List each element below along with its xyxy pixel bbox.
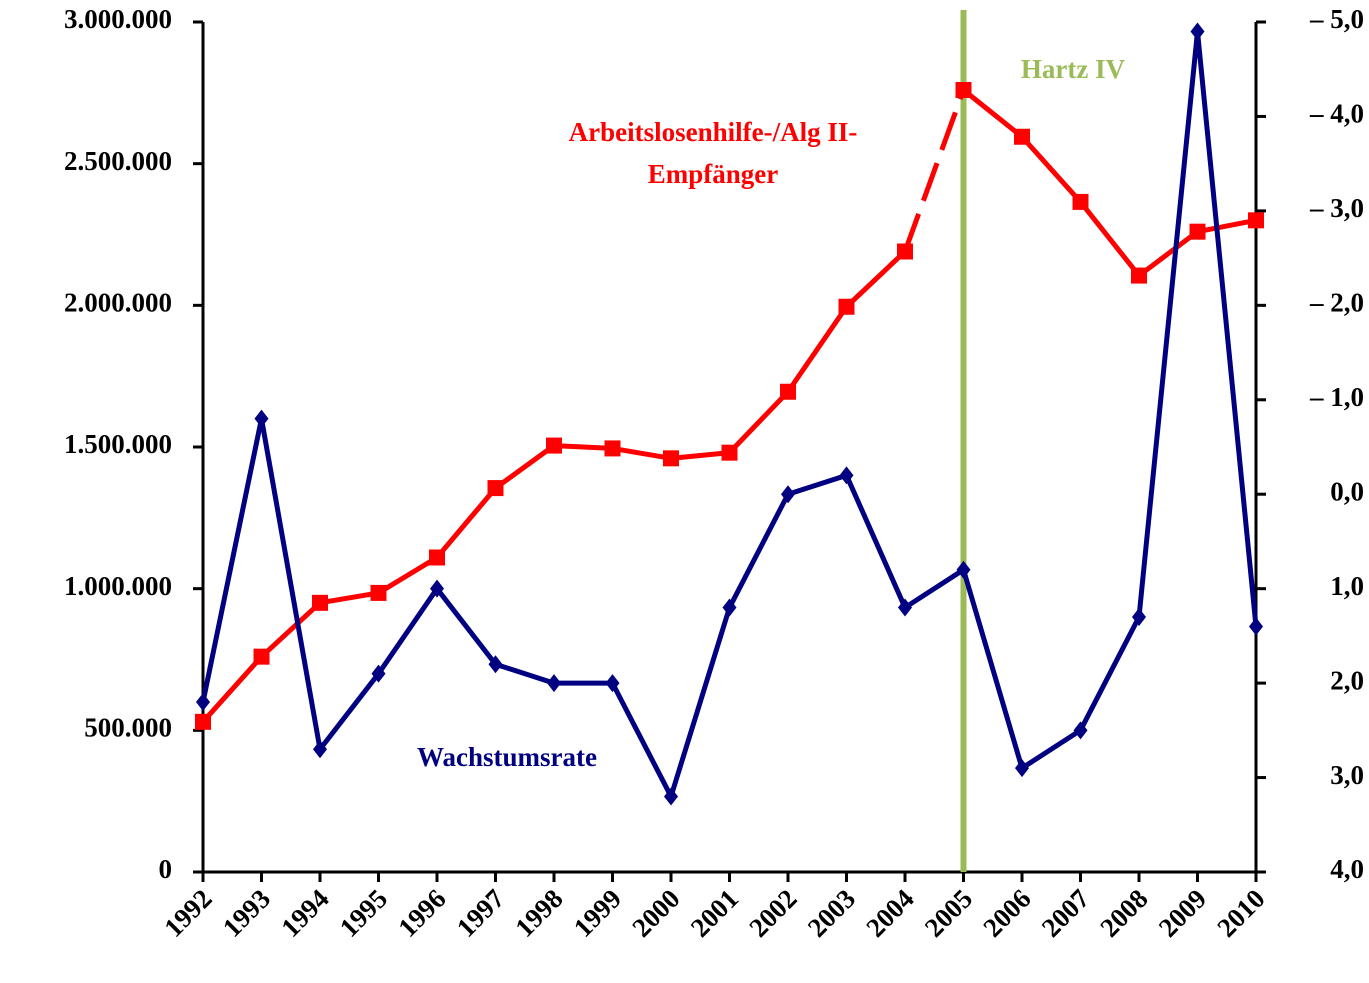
marker bbox=[780, 383, 796, 400]
y-tick-label: 3.000.000 bbox=[64, 4, 172, 34]
x-tick-label: 1992 bbox=[158, 883, 217, 942]
marker bbox=[253, 648, 270, 665]
y2-tick-label: – 5,0 bbox=[1309, 4, 1364, 34]
series-line bbox=[201, 249, 907, 724]
y-tick-label: 1.500.000 bbox=[64, 429, 172, 459]
x-tick-label: 2005 bbox=[919, 883, 978, 942]
y-tick-label: 0 bbox=[159, 854, 173, 884]
marker bbox=[897, 243, 913, 260]
marker bbox=[663, 450, 679, 467]
x-tick-label: 2006 bbox=[977, 883, 1036, 942]
marker bbox=[429, 549, 445, 566]
x-tick-label: 1996 bbox=[392, 883, 451, 942]
marker bbox=[196, 693, 210, 711]
y2-tick-label: – 1,0 bbox=[1309, 382, 1364, 412]
y2-tick-label: 4,0 bbox=[1330, 854, 1364, 884]
marker bbox=[838, 298, 855, 315]
marker bbox=[371, 664, 386, 683]
x-tick-label: 1999 bbox=[568, 883, 627, 942]
marker bbox=[1073, 721, 1088, 740]
marker bbox=[430, 579, 444, 598]
marker bbox=[839, 466, 854, 485]
series-label: Arbeitslosenhilfe-/Alg II- bbox=[569, 117, 858, 147]
series-label: Empfänger bbox=[648, 159, 779, 189]
x-tick-label: 1995 bbox=[334, 883, 393, 942]
x-tick-label: 2004 bbox=[860, 883, 919, 942]
marker bbox=[956, 560, 971, 579]
marker bbox=[370, 584, 387, 601]
marker bbox=[955, 82, 972, 98]
x-tick-label: 2010 bbox=[1211, 883, 1270, 942]
y2-tick-label: – 3,0 bbox=[1309, 193, 1364, 223]
marker bbox=[1132, 608, 1146, 626]
marker bbox=[604, 440, 621, 457]
y2-tick-label: 2,0 bbox=[1330, 665, 1364, 695]
marker bbox=[722, 598, 737, 617]
y-tick-label: 500.000 bbox=[84, 713, 172, 743]
marker bbox=[1189, 223, 1206, 240]
marker bbox=[1190, 22, 1205, 41]
marker bbox=[721, 444, 738, 461]
marker bbox=[898, 598, 912, 617]
y2-tick-label: 1,0 bbox=[1330, 571, 1364, 601]
y-tick-label: 2.000.000 bbox=[64, 288, 172, 318]
marker bbox=[1131, 267, 1147, 284]
x-tick-label: 1994 bbox=[275, 883, 334, 942]
x-tick-label: 1998 bbox=[509, 883, 568, 942]
marker bbox=[312, 594, 328, 611]
marker bbox=[487, 480, 504, 497]
y2-tick-label: – 4,0 bbox=[1309, 99, 1364, 129]
x-tick-label: 2002 bbox=[743, 883, 802, 942]
x-tick-label: 2000 bbox=[626, 883, 685, 942]
marker bbox=[1014, 128, 1030, 145]
y2-tick-label: 3,0 bbox=[1330, 760, 1364, 790]
x-tick-label: 2007 bbox=[1036, 883, 1095, 942]
annotation-text: Hartz IV bbox=[1021, 54, 1126, 84]
series-label: Wachstumsrate bbox=[417, 742, 597, 772]
marker bbox=[195, 713, 211, 730]
x-tick-label: 1993 bbox=[217, 883, 276, 942]
x-tick-label: 2003 bbox=[802, 883, 861, 942]
marker bbox=[254, 409, 269, 428]
marker bbox=[605, 674, 620, 693]
marker bbox=[547, 674, 561, 693]
y-tick-label: 1.000.000 bbox=[64, 571, 172, 601]
x-tick-label: 2008 bbox=[1094, 883, 1153, 942]
marker bbox=[1249, 617, 1263, 636]
marker bbox=[488, 655, 503, 674]
y-tick-label: 2.500.000 bbox=[64, 146, 172, 176]
x-tick-label: 1997 bbox=[451, 883, 510, 942]
series-line bbox=[961, 88, 1257, 279]
marker bbox=[313, 740, 327, 759]
marker bbox=[1248, 212, 1264, 229]
series-line bbox=[902, 89, 966, 253]
marker bbox=[1072, 193, 1089, 210]
x-tick-label: 2001 bbox=[685, 883, 744, 942]
marker bbox=[781, 485, 795, 504]
y2-tick-label: 0,0 bbox=[1330, 476, 1364, 506]
marker bbox=[1015, 759, 1029, 778]
y2-tick-label: – 2,0 bbox=[1309, 288, 1364, 318]
x-tick-label: 2009 bbox=[1153, 883, 1212, 942]
marker bbox=[664, 787, 678, 806]
marker bbox=[546, 437, 562, 454]
